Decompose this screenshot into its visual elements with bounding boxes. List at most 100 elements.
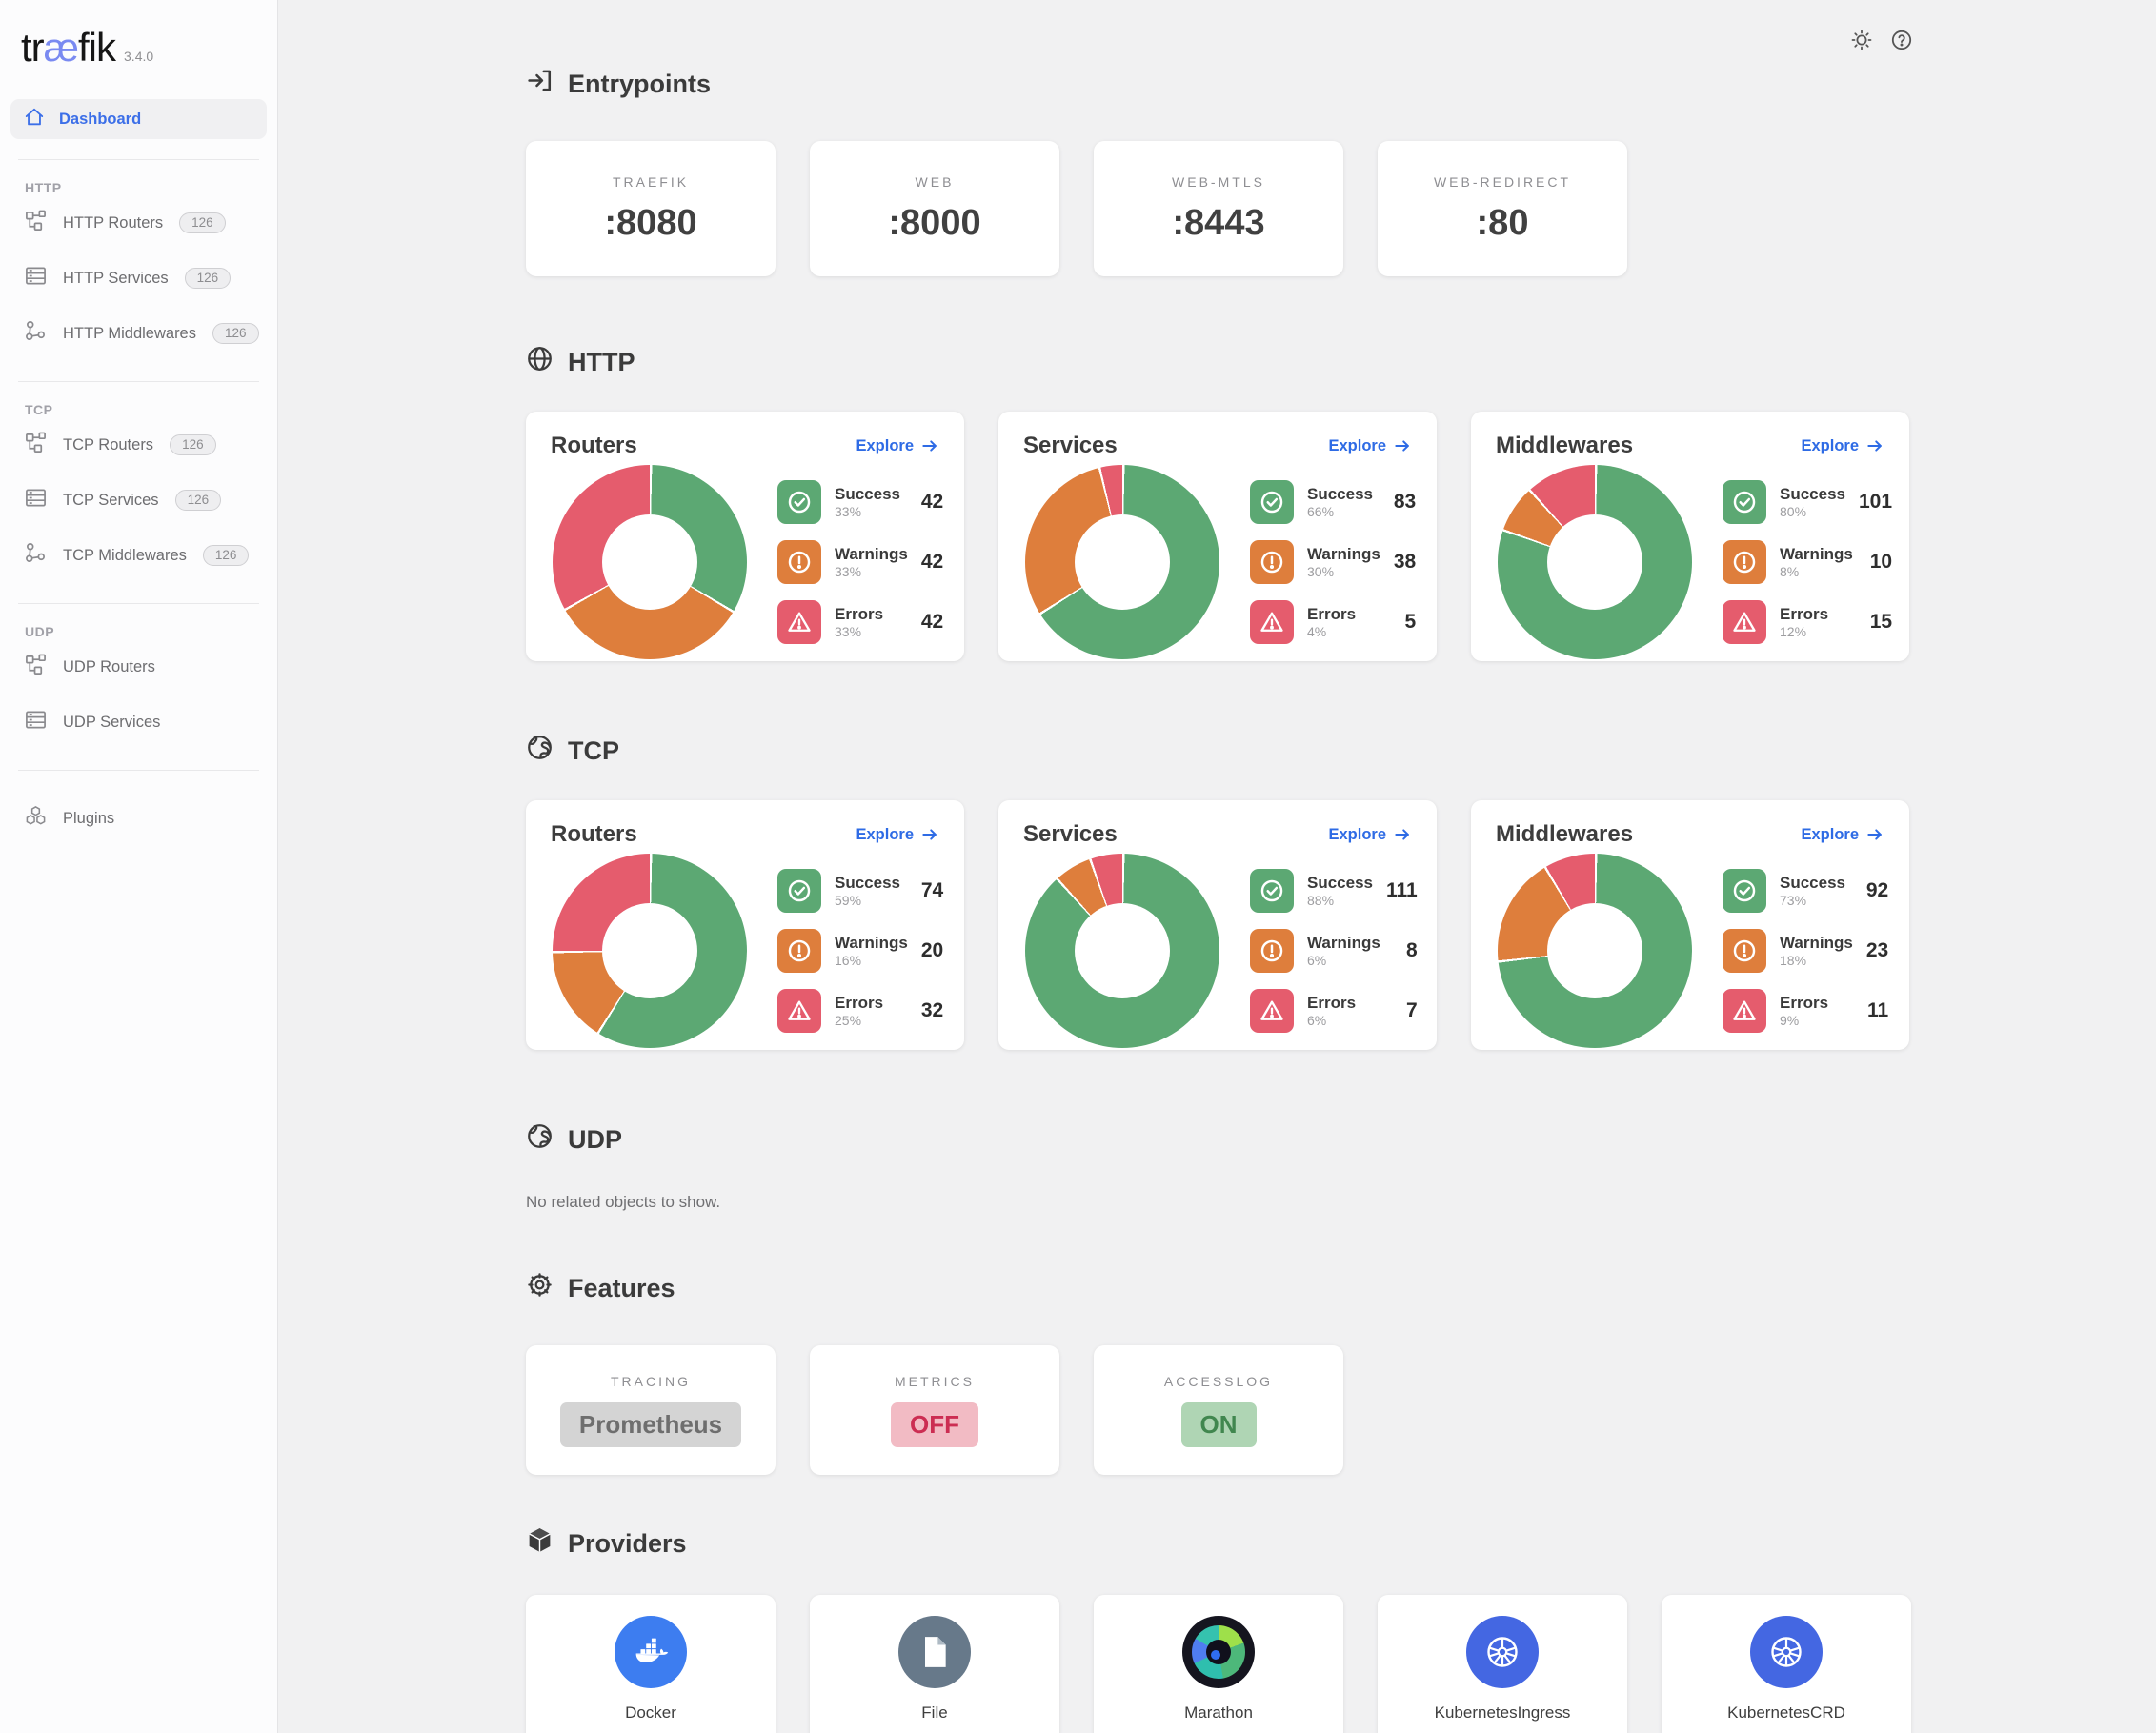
features-row: TRACING Prometheus METRICS OFF ACCESSLOG… <box>526 1345 1913 1475</box>
sidebar-item-http-services[interactable]: HTTP Services 126 <box>10 251 267 306</box>
sidebar-nav: Dashboard HTTP HTTP Routers 126 HTTP Ser… <box>0 99 277 846</box>
exclamation-circle-icon <box>777 540 821 584</box>
sidebar-item-dashboard[interactable]: Dashboard <box>10 99 267 139</box>
feature-status-badge: ON <box>1180 1401 1257 1447</box>
entrypoint-port: :8080 <box>604 202 697 243</box>
globe-icon <box>526 345 554 379</box>
sidebar-item-label: TCP Services <box>63 491 159 509</box>
legend-row-success: Success 88% 111 <box>1250 869 1418 913</box>
provider-card-kubernetes-ingress: KubernetesIngress <box>1378 1595 1627 1733</box>
explore-link[interactable]: Explore <box>1328 825 1412 844</box>
http-middlewares-card: Middlewares Explore Success 80% 101 Warni… <box>1471 412 1909 661</box>
entrypoint-name: TRAEFIK <box>612 173 690 190</box>
legend-value: 20 <box>920 939 944 961</box>
http-services-card: Services Explore Success 66% 83 Warnings 3… <box>998 412 1437 661</box>
legend: Success 80% 101 Warnings 8% 10 Errors 12% 1… <box>1723 480 1892 644</box>
provider-card-kubernetes-crd: KubernetesCRD <box>1662 1595 1911 1733</box>
sidebar-divider <box>18 381 259 382</box>
entrypoints-icon <box>526 67 554 101</box>
sidebar-item-label: HTTP Routers <box>63 213 164 232</box>
legend-value: 32 <box>920 999 944 1021</box>
sidebar-item-label: Dashboard <box>59 110 142 128</box>
sidebar-item-tcp-services[interactable]: TCP Services 126 <box>10 473 267 528</box>
section-title: TCP <box>568 736 619 765</box>
tcp-header: TCP <box>526 734 1913 768</box>
sidebar-item-udp-routers[interactable]: UDP Routers <box>10 639 267 695</box>
feature-status-badge: Prometheus <box>559 1401 742 1447</box>
tcp-cards-row: Routers Explore Success 59% 74 Warnings 16… <box>526 800 1913 1050</box>
exclamation-circle-icon <box>1723 929 1766 973</box>
legend-row-warnings: Warnings 33% 42 <box>777 540 943 584</box>
sidebar-section-http: HTTP <box>25 180 62 195</box>
explore-link[interactable]: Explore <box>1801 825 1884 844</box>
warning-triangle-icon <box>777 600 821 644</box>
routers-icon <box>25 432 47 458</box>
http-cards-row: Routers Explore Success 33% 42 Warnings 33… <box>526 412 1913 661</box>
features-header: Features <box>526 1271 1913 1305</box>
entrypoint-card-web-redirect: WEB-REDIRECT :80 <box>1378 141 1627 276</box>
legend-value: 101 <box>1859 491 1893 513</box>
tcp-services-card: Services Explore Success 88% 111 Warnings… <box>998 800 1437 1050</box>
explore-link[interactable]: Explore <box>1801 436 1884 455</box>
card-title: Services <box>1023 821 1118 847</box>
globe2-icon <box>526 734 554 768</box>
provider-label: KubernetesCRD <box>1727 1703 1845 1722</box>
legend-row-success: Success 33% 42 <box>777 480 943 524</box>
sidebar-item-plugins[interactable]: Plugins <box>10 791 267 846</box>
topbar <box>526 0 1913 55</box>
explore-link[interactable]: Explore <box>856 825 939 844</box>
count-badge: 126 <box>184 268 232 289</box>
sidebar-item-label: UDP Services <box>63 713 161 731</box>
legend-row-errors: Errors 6% 7 <box>1250 989 1418 1033</box>
http-header: HTTP <box>526 345 1913 379</box>
count-badge: 126 <box>174 490 222 511</box>
middlewares-icon <box>25 320 47 347</box>
legend-row-warnings: Warnings 16% 20 <box>777 929 943 973</box>
section-title: HTTP <box>568 347 635 376</box>
legend-value: 5 <box>1404 611 1417 633</box>
theme-toggle-icon[interactable] <box>1850 29 1873 51</box>
docker-icon <box>615 1616 687 1688</box>
check-circle-icon <box>1723 869 1766 913</box>
entrypoint-port: :8000 <box>888 202 981 243</box>
sidebar-item-tcp-middlewares[interactable]: TCP Middlewares 126 <box>10 528 267 583</box>
legend-value: 111 <box>1386 879 1418 901</box>
warning-triangle-icon <box>1723 600 1766 644</box>
legend-value: 11 <box>1866 999 1889 1021</box>
explore-link[interactable]: Explore <box>1328 436 1412 455</box>
card-title: Routers <box>551 821 637 847</box>
provider-label: Marathon <box>1184 1703 1253 1722</box>
entrypoint-card-web-mtls: WEB-MTLS :8443 <box>1094 141 1343 276</box>
check-circle-icon <box>777 869 821 913</box>
routers-icon <box>25 654 47 680</box>
legend-value: 42 <box>920 491 944 513</box>
entrypoints-row: TRAEFIK :8080 WEB :8000 WEB-MTLS :8443 W… <box>526 141 1913 276</box>
package-icon <box>526 1526 554 1561</box>
plugins-icon <box>25 805 47 832</box>
explore-link[interactable]: Explore <box>856 436 939 455</box>
legend-row-warnings: Warnings 30% 38 <box>1250 540 1416 584</box>
providers-header: Providers <box>526 1526 1913 1561</box>
count-badge: 126 <box>202 545 250 566</box>
legend-row-warnings: Warnings 18% 23 <box>1723 929 1888 973</box>
entrypoint-card-traefik: TRAEFIK :8080 <box>526 141 776 276</box>
sidebar-item-udp-services[interactable]: UDP Services <box>10 695 267 750</box>
legend-value: 42 <box>920 551 944 573</box>
legend-row-errors: Errors 4% 5 <box>1250 600 1416 644</box>
services-icon <box>25 487 47 514</box>
sidebar-item-http-middlewares[interactable]: HTTP Middlewares 126 <box>10 306 267 361</box>
feature-card-accesslog: ACCESSLOG ON <box>1094 1345 1343 1475</box>
sidebar-item-http-routers[interactable]: HTTP Routers 126 <box>10 195 267 251</box>
sidebar-item-label: TCP Middlewares <box>63 546 187 564</box>
count-badge: 126 <box>212 323 259 344</box>
kubernetes-icon <box>1466 1616 1539 1688</box>
sidebar-item-tcp-routers[interactable]: TCP Routers 126 <box>10 417 267 473</box>
sidebar-section-tcp: TCP <box>25 402 53 417</box>
warning-triangle-icon <box>777 989 821 1033</box>
feature-name: METRICS <box>895 1373 975 1389</box>
legend: Success 59% 74 Warnings 16% 20 Errors 25% 3… <box>777 869 943 1033</box>
section-title: UDP <box>568 1124 623 1154</box>
legend: Success 73% 92 Warnings 18% 23 Errors 9% 11 <box>1723 869 1888 1033</box>
logo-post: fik <box>78 25 116 70</box>
help-icon[interactable] <box>1890 29 1913 51</box>
